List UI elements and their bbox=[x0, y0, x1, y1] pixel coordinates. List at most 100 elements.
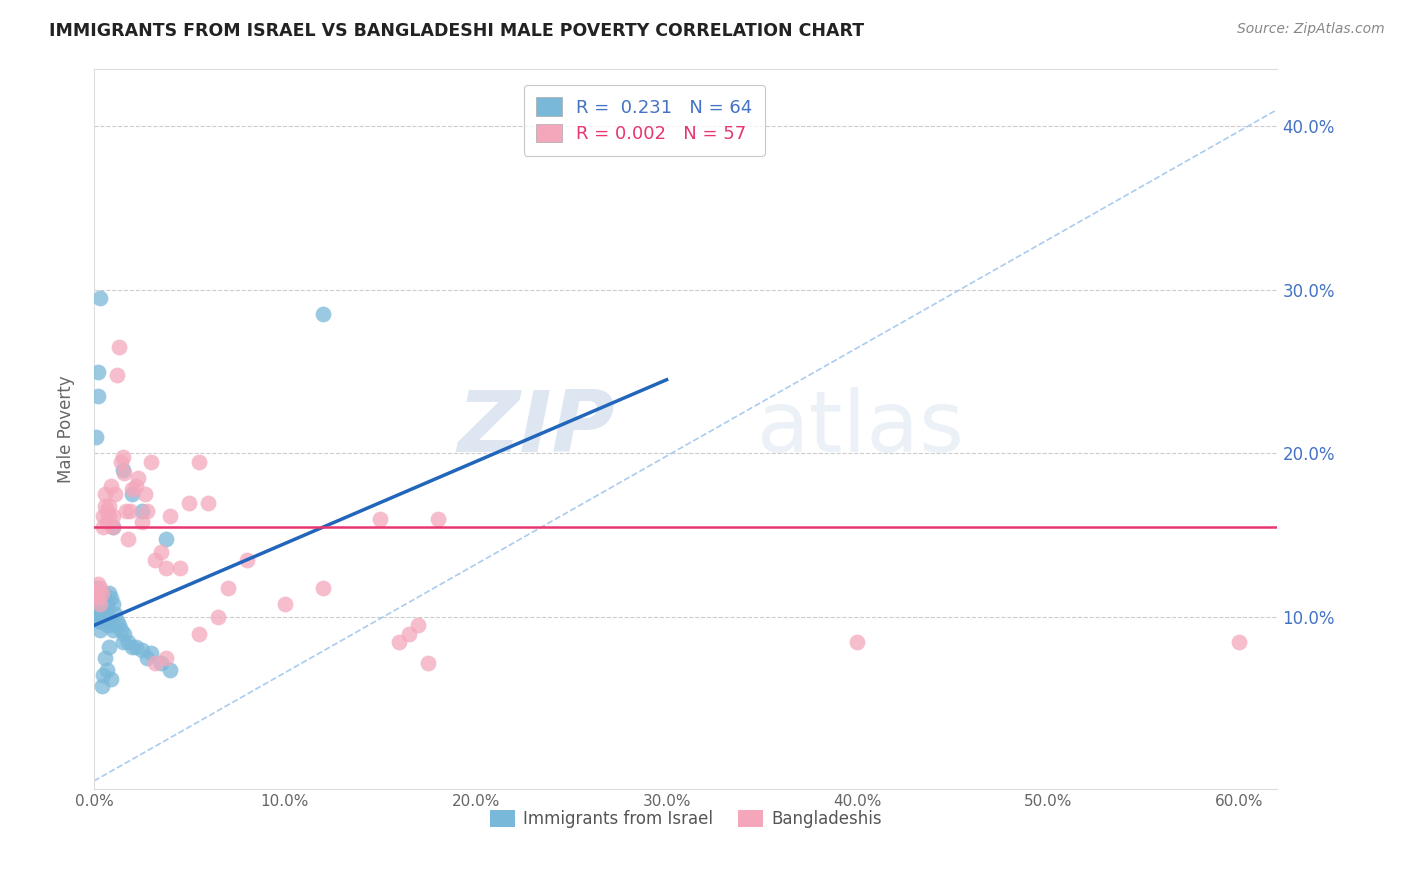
Point bbox=[134, 487, 156, 501]
Point bbox=[141, 455, 163, 469]
Point bbox=[125, 640, 148, 654]
Point bbox=[89, 597, 111, 611]
Point bbox=[312, 581, 335, 595]
Point bbox=[93, 508, 115, 523]
Point bbox=[104, 607, 127, 621]
Point bbox=[96, 663, 118, 677]
Point bbox=[87, 597, 110, 611]
Point bbox=[111, 635, 134, 649]
Point bbox=[127, 471, 149, 485]
Point bbox=[426, 512, 449, 526]
Point bbox=[98, 508, 121, 523]
Point bbox=[115, 504, 138, 518]
Point bbox=[105, 614, 128, 628]
Point bbox=[149, 545, 172, 559]
Point bbox=[136, 651, 159, 665]
Point bbox=[93, 597, 115, 611]
Point bbox=[89, 585, 111, 599]
Point bbox=[87, 607, 110, 621]
Legend: Immigrants from Israel, Bangladeshis: Immigrants from Israel, Bangladeshis bbox=[482, 804, 889, 835]
Point bbox=[117, 635, 139, 649]
Point bbox=[408, 618, 430, 632]
Point bbox=[90, 679, 112, 693]
Point bbox=[101, 624, 124, 638]
Point bbox=[121, 487, 143, 501]
Text: Source: ZipAtlas.com: Source: ZipAtlas.com bbox=[1237, 22, 1385, 37]
Point bbox=[93, 585, 115, 599]
Point bbox=[179, 495, 201, 509]
Point bbox=[93, 614, 115, 628]
Point bbox=[90, 597, 112, 611]
Point bbox=[90, 607, 112, 621]
Point bbox=[159, 663, 181, 677]
Text: ZIP: ZIP bbox=[457, 387, 614, 470]
Point bbox=[107, 340, 129, 354]
Point bbox=[100, 591, 122, 605]
Point bbox=[1227, 635, 1250, 649]
Point bbox=[111, 463, 134, 477]
Point bbox=[87, 614, 110, 628]
Point bbox=[114, 466, 136, 480]
Point bbox=[125, 479, 148, 493]
Point bbox=[94, 487, 117, 501]
Point bbox=[136, 504, 159, 518]
Point bbox=[89, 610, 111, 624]
Point bbox=[274, 597, 297, 611]
Point bbox=[94, 499, 117, 513]
Point bbox=[312, 307, 335, 321]
Point bbox=[100, 479, 122, 493]
Point bbox=[105, 368, 128, 382]
Point bbox=[84, 591, 107, 605]
Point bbox=[101, 520, 124, 534]
Text: atlas: atlas bbox=[756, 387, 965, 470]
Point bbox=[98, 614, 121, 628]
Point bbox=[131, 504, 153, 518]
Point bbox=[87, 577, 110, 591]
Point bbox=[98, 585, 121, 599]
Point bbox=[94, 602, 117, 616]
Point bbox=[87, 597, 110, 611]
Point bbox=[90, 614, 112, 628]
Point bbox=[141, 646, 163, 660]
Point bbox=[93, 667, 115, 681]
Point bbox=[121, 640, 143, 654]
Point bbox=[96, 504, 118, 518]
Point bbox=[846, 635, 869, 649]
Point bbox=[87, 389, 110, 403]
Point bbox=[155, 532, 177, 546]
Point bbox=[94, 591, 117, 605]
Point bbox=[120, 504, 142, 518]
Point bbox=[84, 610, 107, 624]
Point bbox=[101, 520, 124, 534]
Point bbox=[388, 635, 411, 649]
Point bbox=[155, 651, 177, 665]
Point bbox=[149, 656, 172, 670]
Point bbox=[121, 483, 143, 497]
Point bbox=[235, 553, 257, 567]
Point bbox=[169, 561, 191, 575]
Point bbox=[398, 626, 420, 640]
Point bbox=[187, 626, 209, 640]
Point bbox=[94, 614, 117, 628]
Point bbox=[131, 643, 153, 657]
Point bbox=[84, 585, 107, 599]
Point bbox=[94, 651, 117, 665]
Point bbox=[104, 487, 127, 501]
Point bbox=[96, 597, 118, 611]
Text: IMMIGRANTS FROM ISRAEL VS BANGLADESHI MALE POVERTY CORRELATION CHART: IMMIGRANTS FROM ISRAEL VS BANGLADESHI MA… bbox=[49, 22, 865, 40]
Point bbox=[93, 607, 115, 621]
Point bbox=[197, 495, 219, 509]
Point bbox=[84, 597, 107, 611]
Point bbox=[96, 607, 118, 621]
Point bbox=[84, 430, 107, 444]
Point bbox=[114, 626, 136, 640]
Point bbox=[100, 618, 122, 632]
Point bbox=[89, 581, 111, 595]
Point bbox=[159, 508, 181, 523]
Point bbox=[89, 597, 111, 611]
Point bbox=[117, 532, 139, 546]
Point bbox=[87, 585, 110, 599]
Point bbox=[89, 291, 111, 305]
Point bbox=[90, 585, 112, 599]
Point bbox=[89, 624, 111, 638]
